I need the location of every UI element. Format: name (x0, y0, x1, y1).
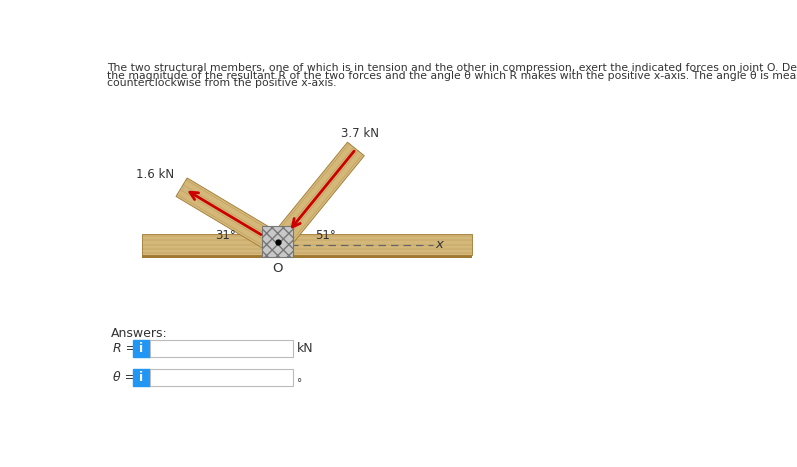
Text: θ =: θ = (113, 371, 135, 384)
FancyBboxPatch shape (150, 369, 293, 386)
Polygon shape (269, 142, 364, 251)
Text: O: O (273, 262, 283, 275)
Text: i: i (139, 371, 143, 384)
Text: R =: R = (113, 342, 136, 355)
Text: The two structural members, one of which is in tension and the other in compress: The two structural members, one of which… (108, 63, 797, 73)
Text: °: ° (297, 378, 303, 388)
FancyBboxPatch shape (150, 340, 293, 357)
Polygon shape (176, 178, 284, 254)
Text: Answers:: Answers: (112, 327, 168, 340)
Text: 1.6 kN: 1.6 kN (135, 168, 174, 181)
Text: x: x (435, 238, 443, 251)
Polygon shape (142, 255, 472, 258)
Text: 31°: 31° (215, 229, 236, 242)
FancyBboxPatch shape (133, 340, 150, 357)
Text: kN: kN (297, 342, 314, 355)
Text: 51°: 51° (315, 229, 336, 242)
Text: counterclockwise from the positive x-axis.: counterclockwise from the positive x-axi… (108, 78, 337, 88)
Text: 3.7 kN: 3.7 kN (341, 127, 379, 140)
Text: i: i (139, 342, 143, 355)
Polygon shape (142, 234, 472, 255)
Bar (262, 226, 293, 257)
Text: the magnitude of the resultant R of the two forces and the angle θ which R makes: the magnitude of the resultant R of the … (108, 71, 797, 81)
FancyBboxPatch shape (133, 369, 150, 386)
